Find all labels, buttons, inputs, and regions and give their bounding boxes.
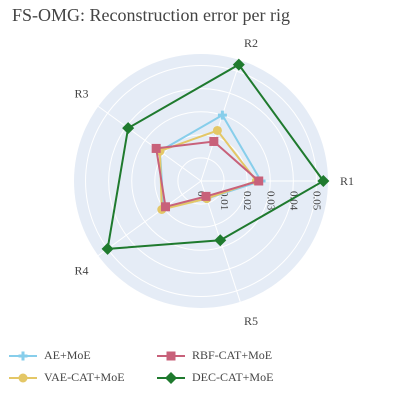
legend-label: RBF-CAT+MoE [192,348,273,362]
grid-spoke [97,180,202,257]
series-rbf-cat-moe [151,136,264,212]
legend-item[interactable]: RBF-CAT+MoE [156,348,272,363]
legend-swatch [9,351,37,360]
axis-label: R4 [75,264,89,278]
axis-label: R1 [340,174,354,188]
legend: AE+MoE RBF-CAT+MoE VAE-CAT+MoE DEC-CAT+MoE [8,348,400,392]
data-point [217,110,227,120]
data-point [212,125,222,135]
data-point [151,143,161,153]
data-point [214,234,227,247]
chart-title: FS-OMG: Reconstruction error per rig [12,5,290,25]
legend-label: VAE-CAT+MoE [44,370,125,384]
legend-item[interactable]: DEC-CAT+MoE [156,370,273,385]
legend-swatch [157,351,185,360]
legend-marker [166,351,176,360]
grid-spoke [200,60,241,182]
legend-item[interactable]: VAE-CAT+MoE [8,370,125,385]
data-point [161,202,171,212]
axis-label: R5 [244,314,258,328]
radial-tick-label: 0.05 [310,191,322,211]
legend-marker [165,371,177,384]
data-point [122,122,135,135]
legend-marker [18,373,28,382]
legend-marker [18,351,28,360]
legend-label: DEC-CAT+MoE [192,370,274,384]
grid-spoke [97,105,202,182]
axis-label: R3 [75,86,89,100]
series-line [106,63,325,250]
axis-labels: R1 R2 R3 R4 R5 [75,36,354,328]
series-line [155,140,261,209]
series-dec-cat-moe [101,58,330,255]
data-point [201,191,211,201]
radial-tick-label: 0 [195,191,207,197]
radial-tick-label: 0.01 [218,191,230,210]
data-point [232,58,245,71]
legend-label: AE+MoE [44,348,91,362]
legend-item[interactable]: AE+MoE [8,348,91,363]
legend-swatch [9,373,37,382]
data-point [254,176,264,186]
radial-tick-label: 0.02 [241,191,253,210]
series-layer [101,58,330,255]
data-point [209,136,219,146]
polar-grid: 0 0.01 0.02 0.03 0.04 0.05 [85,60,328,302]
axis-label: R2 [244,36,258,50]
data-point [317,175,330,187]
data-point [101,242,114,255]
legend-swatch [157,371,185,384]
radial-tick-label: 0.03 [264,191,276,211]
